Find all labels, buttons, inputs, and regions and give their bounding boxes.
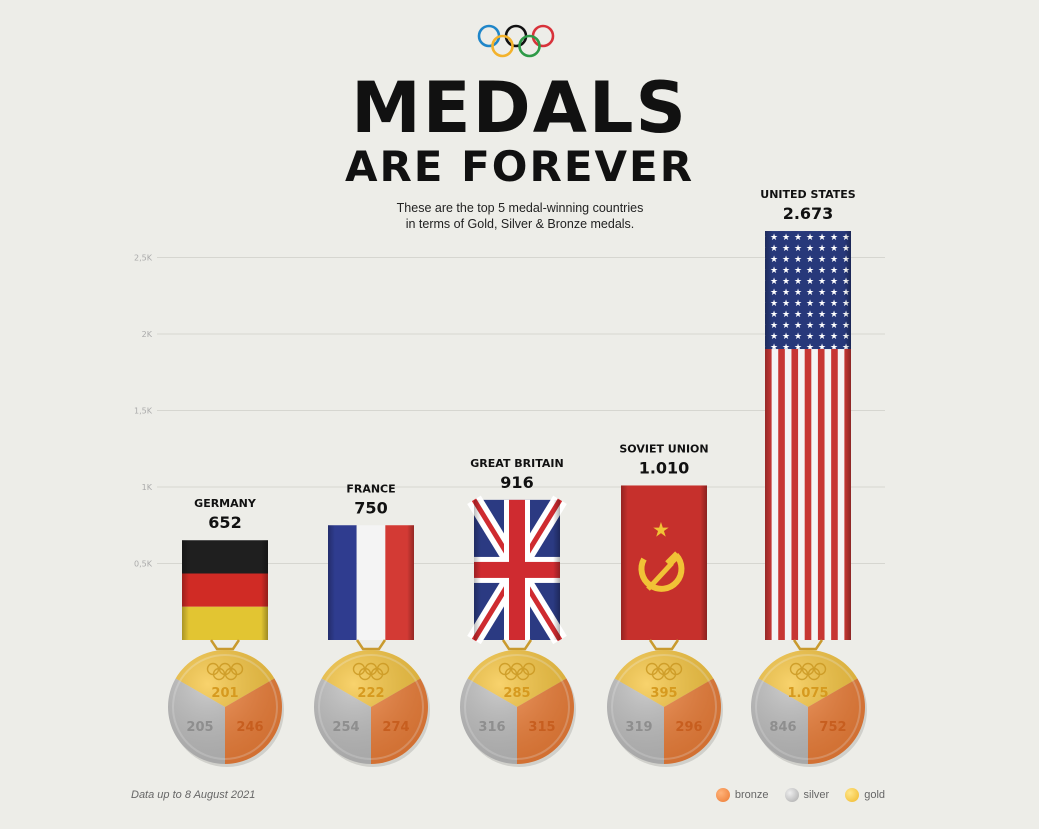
bar-france-flag xyxy=(328,525,414,651)
medal-ring xyxy=(501,639,533,651)
medal-usa-flag: 1.075 846 752 xyxy=(751,649,867,767)
total-value-label: 652 xyxy=(208,513,241,532)
legend-item-bronze: bronze xyxy=(715,788,769,802)
subtitle-line1: These are the top 5 medal-winning countr… xyxy=(396,201,644,215)
country-label: SOVIET UNION xyxy=(619,442,708,455)
legend-item-silver: silver xyxy=(784,788,830,802)
silver-count: 846 xyxy=(769,720,796,735)
medal-ring xyxy=(209,639,241,651)
bar-ussr-flag: ★ xyxy=(621,485,707,651)
medal-ussr-flag: 395 319 296 xyxy=(607,650,723,767)
country-label: GREAT BRITAIN xyxy=(470,457,563,470)
medal-ring xyxy=(792,639,824,651)
legend-label-silver: silver xyxy=(803,789,830,801)
legend-item-gold: gold xyxy=(845,788,885,802)
legend-label-bronze: bronze xyxy=(734,789,769,801)
y-tick-label: 0,5K xyxy=(134,560,153,569)
gold-count: 395 xyxy=(650,686,677,701)
bronze-count: 752 xyxy=(819,720,846,735)
total-value-label: 1.010 xyxy=(639,458,690,477)
country-label: FRANCE xyxy=(346,482,395,495)
gold-count: 222 xyxy=(357,686,384,701)
silver-count: 205 xyxy=(186,720,213,735)
page-title: MEDALS xyxy=(351,67,688,149)
silver-swatch-icon xyxy=(784,788,799,802)
medal-ring xyxy=(648,639,680,651)
country-label: GERMANY xyxy=(194,497,257,510)
bar-uk-flag xyxy=(467,495,567,651)
subtitle-line2: in terms of Gold, Silver & Bronze medals… xyxy=(405,217,635,231)
legend-label-gold: gold xyxy=(864,789,885,801)
olympic-rings-icon xyxy=(498,662,536,681)
total-value-label: 916 xyxy=(500,473,533,492)
y-tick-label: 2K xyxy=(142,330,153,339)
bronze-count: 315 xyxy=(528,720,555,735)
total-value-label: 2.673 xyxy=(783,204,834,223)
subtitle: These are the top 5 medal-winning countr… xyxy=(360,200,680,232)
bar-germany-flag xyxy=(182,540,268,651)
page-title-line2: ARE FOREVER xyxy=(344,142,695,191)
medal-germany-flag: 201 205 246 xyxy=(167,650,284,767)
silver-count: 319 xyxy=(625,720,652,735)
silver-count: 254 xyxy=(332,720,359,735)
olympic-rings-icon xyxy=(789,662,827,681)
bronze-swatch-icon xyxy=(715,788,730,802)
y-tick-label: 1,5K xyxy=(134,407,153,416)
bronze-count: 296 xyxy=(675,720,702,735)
gold-swatch-icon xyxy=(845,788,860,802)
gold-count: 1.075 xyxy=(787,686,828,701)
y-tick-label: 2,5K xyxy=(134,254,153,263)
medal-ring xyxy=(355,639,387,651)
data-source-note: Data up to 8 August 2021 xyxy=(131,789,256,801)
gold-count: 285 xyxy=(503,686,530,701)
olympic-rings-icon xyxy=(352,662,390,681)
legend: bronze silver gold xyxy=(715,788,885,802)
medal-france-flag: 222 254 274 xyxy=(314,650,430,767)
bronze-count: 274 xyxy=(382,720,409,735)
olympic-rings-icon xyxy=(477,24,555,58)
medal-uk-flag: 285 316 315 xyxy=(460,650,576,767)
olympic-rings-icon xyxy=(645,662,683,681)
gold-count: 201 xyxy=(211,686,238,701)
bar-usa-flag xyxy=(765,231,851,651)
total-value-label: 750 xyxy=(354,498,387,517)
olympic-rings-icon xyxy=(206,662,244,681)
silver-count: 316 xyxy=(478,720,505,735)
bronze-count: 246 xyxy=(236,720,263,735)
country-label: UNITED STATES xyxy=(760,188,855,201)
y-tick-label: 1K xyxy=(142,483,153,492)
